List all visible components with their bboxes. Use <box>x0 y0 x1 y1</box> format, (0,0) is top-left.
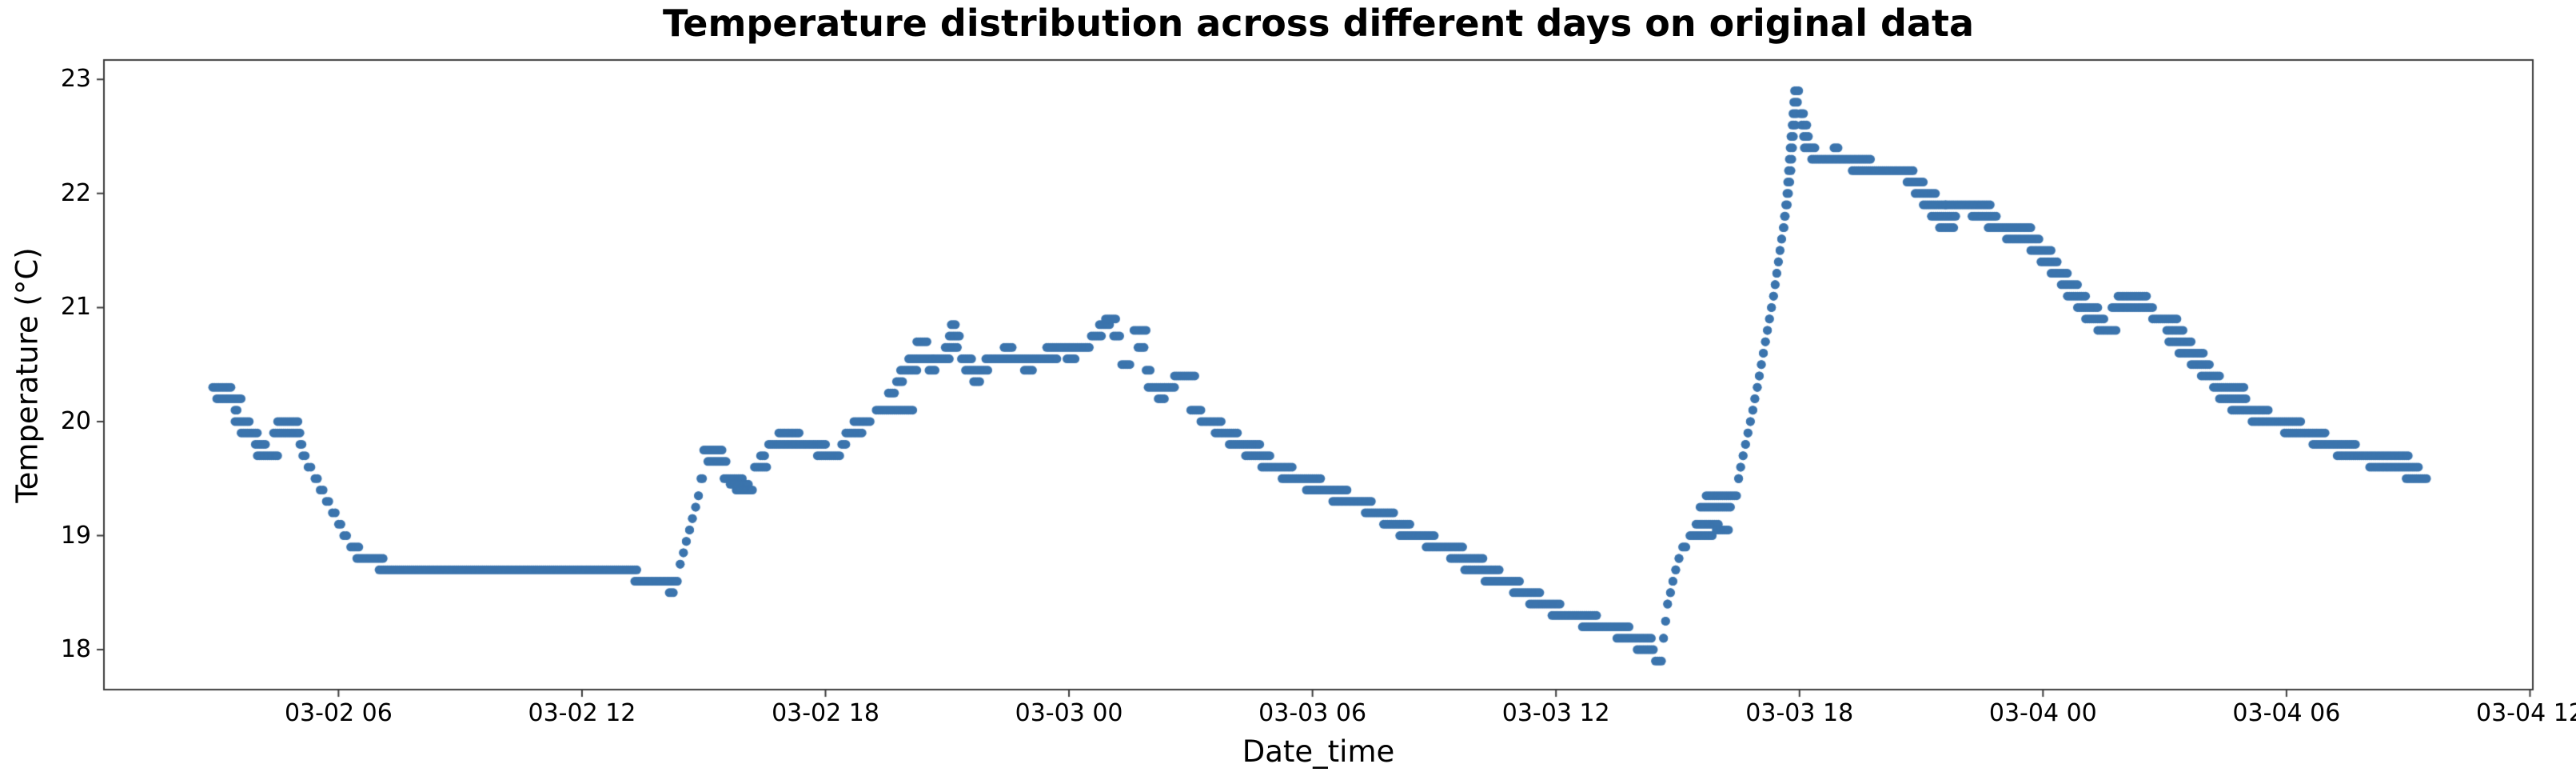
y-tick-label: 22 <box>60 178 91 207</box>
y-axis-label: Temperature (°C) <box>10 247 45 503</box>
x-tick-label: 03-03 00 <box>1015 699 1123 727</box>
x-tick-label: 03-03 12 <box>1501 699 1610 727</box>
chart-title: Temperature distribution across differen… <box>663 2 1974 45</box>
y-tick-label: 20 <box>60 406 91 435</box>
x-axis-label: Date_time <box>1242 734 1395 769</box>
x-tick-label: 03-03 18 <box>1745 699 1854 727</box>
x-tick-label: 03-04 06 <box>2232 699 2341 727</box>
x-tick-label: 03-02 12 <box>528 699 636 727</box>
x-tick-label: 03-03 06 <box>1258 699 1367 727</box>
x-tick-label: 03-04 00 <box>1988 699 2097 727</box>
y-tick-label: 21 <box>60 293 91 322</box>
x-tick-label: 03-04 12 <box>2475 699 2576 727</box>
y-tick-label: 19 <box>60 521 91 550</box>
y-tick-label: 23 <box>60 65 91 94</box>
x-tick-label: 03-02 18 <box>772 699 879 727</box>
y-tick-label: 18 <box>60 635 91 664</box>
x-tick-label: 03-02 06 <box>284 699 393 727</box>
